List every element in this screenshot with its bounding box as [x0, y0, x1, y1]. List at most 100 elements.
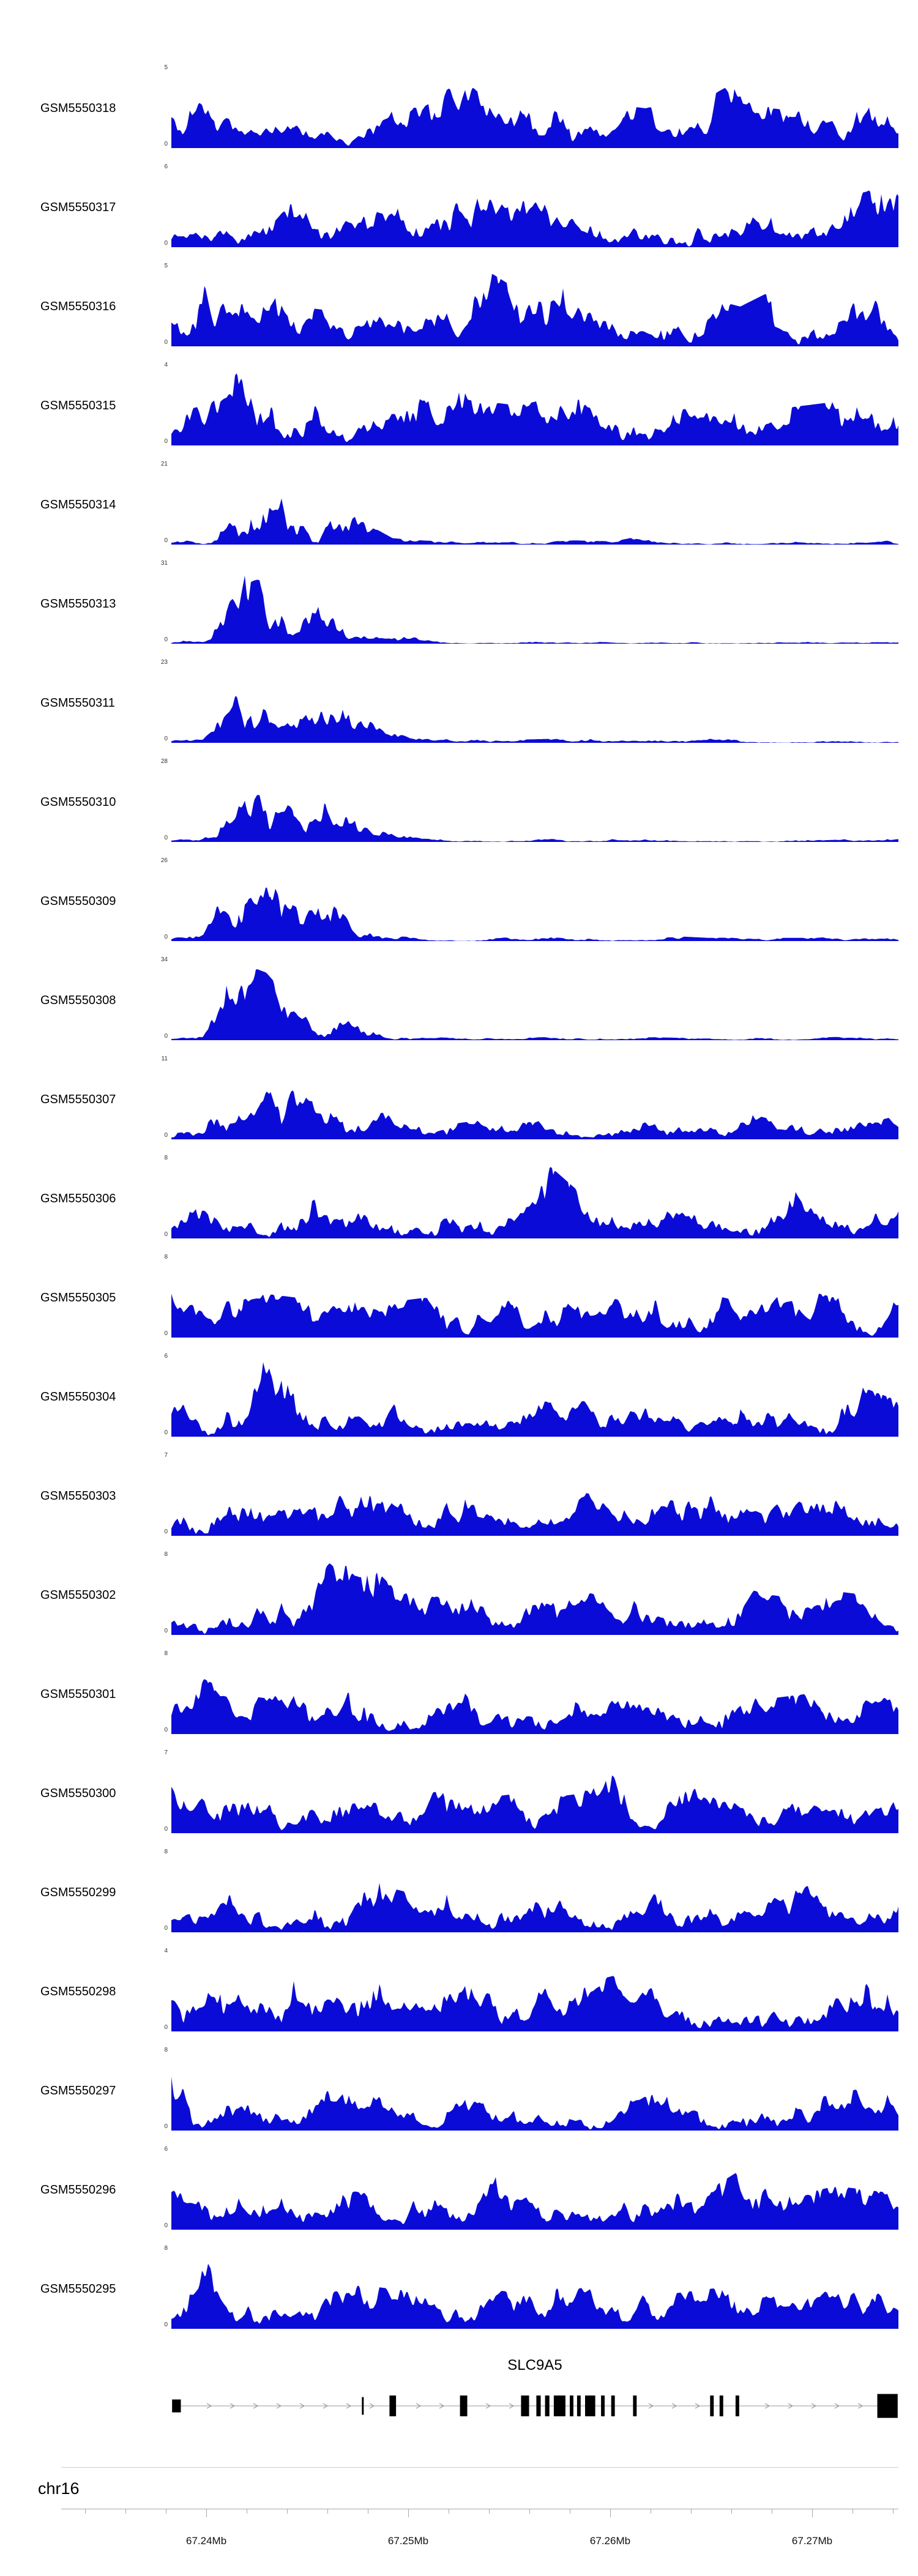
- track-ymax-label: 8: [164, 1650, 168, 1657]
- track-ymin-label: 0: [164, 735, 168, 742]
- strand-arrow-icon: [439, 2403, 445, 2409]
- genome-ruler: 67.24Mb 67.25Mb 67.26Mb 67.27Mb: [61, 2509, 898, 2552]
- strand-arrow-icon: [509, 2403, 515, 2409]
- track-label: GSM5550311: [40, 696, 115, 710]
- track-ymax-label: 5: [164, 262, 168, 269]
- exon-box: [521, 2395, 529, 2416]
- track-label: GSM5550318: [40, 102, 116, 115]
- exon-box: [585, 2395, 595, 2416]
- track-row: GSM5550309 26 0: [0, 854, 918, 953]
- track-row: GSM5550296 6 0: [0, 2143, 918, 2242]
- coverage-area: [171, 1493, 898, 1536]
- track-ymax-label: 8: [164, 1155, 168, 1161]
- track-row: GSM5550308 34 0: [0, 953, 918, 1052]
- ruler-minor-tick: [125, 2509, 127, 2514]
- track-label: GSM5550310: [40, 795, 116, 809]
- track-row: GSM5550318 5 0: [0, 61, 918, 160]
- track-row: GSM5550316 5 0: [0, 259, 918, 359]
- coverage-plot: [171, 575, 898, 644]
- coverage-plot: [171, 795, 898, 842]
- track-row: GSM5550313 31 0: [0, 557, 918, 656]
- track-label: GSM5550315: [40, 399, 116, 412]
- coverage-plot: [171, 190, 898, 247]
- coverage-plot: [171, 1976, 898, 2031]
- coverage-area: [171, 887, 898, 941]
- track-row: GSM5550298 4 0: [0, 1945, 918, 2044]
- coverage-plot: [171, 1362, 898, 1437]
- coverage-area: [171, 969, 898, 1040]
- coverage-plot: [171, 274, 898, 346]
- track-ymin-label: 0: [164, 2222, 168, 2229]
- track-ymax-label: 28: [160, 758, 168, 765]
- coverage-area: [171, 795, 898, 842]
- coverage-plot: [171, 1167, 898, 1238]
- coverage-plot: [171, 373, 898, 445]
- coverage-plot: [171, 2076, 898, 2131]
- exon-box: [545, 2395, 550, 2416]
- exon-box: [877, 2394, 898, 2418]
- ruler-major-tick: [812, 2509, 813, 2517]
- ruler-minor-tick: [489, 2509, 490, 2514]
- coverage-area: [171, 2263, 898, 2329]
- track-row: GSM5550317 6 0: [0, 160, 918, 259]
- track-row: GSM5550302 8 0: [0, 1548, 918, 1647]
- track-row: GSM5550306 8 0: [0, 1152, 918, 1251]
- exon-box: [536, 2395, 541, 2416]
- exon-box: [710, 2395, 714, 2416]
- exon-box: [553, 2395, 565, 2416]
- coverage-area: [171, 1294, 898, 1338]
- track-ymax-label: 6: [164, 163, 168, 170]
- ruler-major-tick: [610, 2509, 611, 2517]
- track-label: GSM5550317: [40, 201, 116, 214]
- chromosome-label: chr16: [38, 2479, 80, 2498]
- coverage-plot: [171, 87, 898, 148]
- coverage-area: [171, 575, 898, 644]
- gene-model: [172, 2394, 898, 2418]
- coverage-plot: [171, 1294, 898, 1338]
- track-ymin-label: 0: [164, 339, 168, 346]
- strand-arrow-icon: [416, 2403, 422, 2409]
- strand-arrow-icon: [299, 2403, 305, 2409]
- exon-box: [362, 2397, 364, 2415]
- track-ymax-label: 34: [160, 956, 168, 963]
- track-ymax-label: 4: [164, 1948, 168, 1954]
- ruler-major-tick: [206, 2509, 207, 2517]
- strand-arrow-icon: [369, 2403, 375, 2409]
- strand-arrow-icon: [253, 2403, 259, 2409]
- track-row: GSM5550297 8 0: [0, 2044, 918, 2143]
- track-ymin-label: 0: [164, 1132, 168, 1139]
- track-row: GSM5550315 4 0: [0, 359, 918, 458]
- strand-arrow-icon: [788, 2403, 794, 2409]
- track-ymin-label: 0: [164, 1727, 168, 1733]
- track-ymin-label: 0: [164, 1528, 168, 1535]
- track-label: GSM5550305: [40, 1291, 116, 1305]
- ruler-minor-tick: [85, 2509, 86, 2514]
- track-ymax-label: 8: [164, 1254, 168, 1260]
- coverage-plot: [171, 1775, 898, 1833]
- track-ymax-label: 8: [164, 2245, 168, 2252]
- track-label: GSM5550296: [40, 2183, 116, 2197]
- exon-box: [577, 2395, 581, 2416]
- exon-box: [611, 2395, 615, 2416]
- track-label: GSM5550313: [40, 597, 116, 611]
- ruler-minor-tick: [691, 2509, 692, 2514]
- track-row: GSM5550304 6 0: [0, 1350, 918, 1449]
- track-row: GSM5550299 8 0: [0, 1845, 918, 1945]
- track-row: GSM5550303 7 0: [0, 1449, 918, 1548]
- track-row: GSM5550311 23 0: [0, 656, 918, 755]
- strand-arrow-icon: [230, 2403, 236, 2409]
- exon-box: [719, 2395, 723, 2416]
- exon-box: [601, 2395, 605, 2416]
- coverage-area: [171, 1362, 898, 1437]
- coverage-plot: [171, 1493, 898, 1536]
- track-ymax-label: 23: [160, 659, 168, 666]
- track-ymin-label: 0: [164, 1628, 168, 1634]
- gene-name-label: SLC9A5: [507, 2357, 562, 2373]
- coverage-area: [171, 87, 898, 148]
- exon-box: [633, 2395, 637, 2416]
- track-ymax-label: 8: [164, 1848, 168, 1855]
- track-ymin-label: 0: [164, 240, 168, 247]
- track-ymin-label: 0: [164, 438, 168, 445]
- track-ymin-label: 0: [164, 636, 168, 643]
- strand-arrow-icon: [811, 2403, 817, 2409]
